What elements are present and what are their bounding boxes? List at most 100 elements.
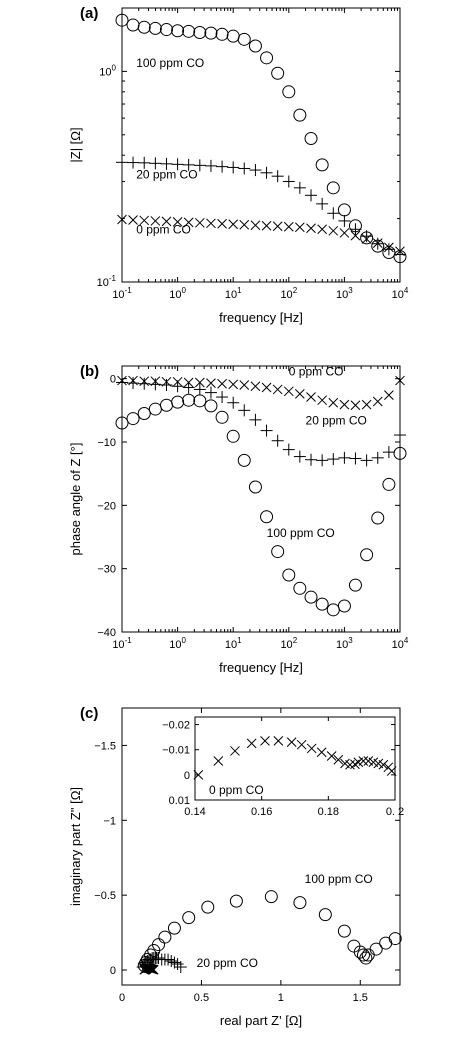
circle-point [115, 416, 129, 430]
cross-b [194, 377, 205, 388]
inset-cross-point [213, 756, 224, 766]
circle-point [304, 590, 318, 604]
cross-b [386, 766, 397, 776]
annotation-label: 100 ppm CO [267, 526, 335, 540]
x-tick-label: 100 [169, 636, 186, 651]
plus-point [316, 197, 329, 210]
circle-point [126, 412, 140, 426]
plus-point [249, 413, 262, 426]
cross-point [350, 400, 361, 411]
plus-point [349, 223, 362, 236]
inset-annotation: 0 ppm CO [209, 783, 264, 797]
plus-point [227, 396, 240, 409]
plus-point [174, 961, 187, 974]
cross-b [250, 220, 261, 231]
circle-point [229, 894, 243, 908]
circle-point [148, 21, 162, 35]
plus-point [144, 953, 157, 966]
y-axis-label: |Z| [Ω] [68, 127, 83, 162]
cross-b [239, 219, 250, 230]
cross-b [206, 378, 216, 388]
circle-point [337, 924, 351, 938]
series-plus [116, 376, 406, 467]
circle-point [315, 597, 329, 611]
circle-point [260, 510, 274, 524]
circle-point [326, 603, 340, 617]
series-cross [139, 963, 159, 975]
series-circle [115, 13, 407, 264]
cross-point [183, 217, 194, 228]
annotation-label: 100 ppm CO [305, 872, 373, 886]
inset-cross-point [326, 751, 337, 761]
cross-point [361, 234, 372, 244]
annotation-label: 100 ppm CO [136, 56, 204, 70]
cross-b [206, 218, 216, 229]
cross-point [261, 382, 272, 393]
circle-point [348, 578, 362, 592]
plus-point [127, 377, 140, 390]
inset-cross-point [246, 738, 257, 749]
plus-point [394, 429, 406, 442]
cross-b [183, 217, 194, 228]
cross-b [194, 217, 205, 228]
annotation-label: 20 ppm CO [136, 168, 197, 182]
circle-point [282, 85, 296, 99]
circle-point [379, 936, 393, 950]
circle-point [204, 399, 218, 413]
panel-b: 10-1 100 101 102 103 104 0 −10 −20 −30 −40 frequenc… [68, 363, 409, 675]
y-tick-label: 100 [99, 63, 116, 78]
inset-cross-point [378, 759, 389, 770]
cross-point [294, 389, 305, 399]
annotation-label: 0 ppm CO [289, 365, 344, 379]
x-tick-label: 103 [336, 286, 353, 301]
cross-b [316, 747, 327, 758]
plus-point [193, 383, 206, 396]
x-tick-label: 104 [392, 286, 409, 301]
inset-series-cross [193, 736, 397, 780]
plus-point [171, 958, 184, 971]
cross-b [317, 395, 328, 406]
cross-b [228, 379, 239, 390]
plus-point [360, 230, 373, 243]
plus-point [216, 391, 229, 404]
cross-point [283, 221, 294, 232]
inset-x-tick-label: 0.18 [318, 806, 339, 818]
cross-point [172, 217, 183, 227]
cross-point [328, 397, 339, 408]
cross-point [194, 217, 205, 228]
cross-b [372, 396, 383, 407]
cross-b [161, 376, 172, 387]
plus-point [238, 404, 251, 417]
inset-cross-point [193, 769, 204, 780]
cross-point [139, 376, 150, 387]
cross-b [283, 221, 294, 232]
circle-point [382, 477, 396, 491]
circle-point [237, 32, 251, 46]
circle-point [271, 545, 285, 559]
cross-point [372, 238, 383, 248]
cross-b [306, 223, 316, 234]
cross-b [384, 390, 394, 400]
cross-b [142, 963, 153, 973]
inset-frame [194, 716, 396, 801]
circle-point [171, 24, 185, 38]
cross-point [272, 384, 283, 395]
x-tick-label: 0.5 [194, 992, 209, 1004]
circle-point [237, 453, 251, 467]
cross-b [306, 392, 316, 402]
plus-point [305, 189, 318, 202]
inset-cross-point [286, 737, 297, 748]
cross-b [368, 757, 379, 768]
plus-point [165, 955, 178, 968]
cross-point [117, 375, 127, 386]
circle-point [137, 407, 151, 420]
cross-b [230, 746, 240, 756]
cross-point [206, 378, 216, 388]
x-tick-label: 10-1 [112, 636, 132, 651]
plus-point [182, 381, 195, 394]
plus-point [193, 159, 206, 172]
cross-point [306, 223, 316, 234]
circle-point [271, 66, 285, 80]
cross-b [350, 230, 361, 241]
